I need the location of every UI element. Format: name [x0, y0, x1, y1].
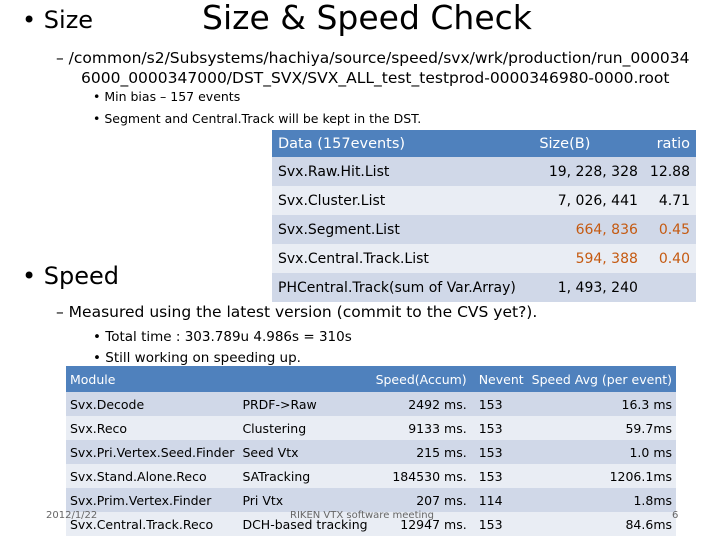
cell-ratio: [643, 273, 696, 302]
cell-ratio: 12.88: [643, 157, 696, 186]
table-row: Svx.Raw.Hit.List 19, 228, 328 12.88: [272, 157, 696, 186]
cell-avg: 59.7ms: [527, 416, 677, 440]
table-row: Svx.Pri.Vertex.Seed.Finder Seed Vtx 215 …: [66, 440, 677, 464]
speed-table: Module Speed(Accum) Nevent Speed Avg (pe…: [66, 366, 677, 536]
cell-size: 664, 836: [525, 215, 644, 244]
cell-name: Svx.Cluster.List: [272, 186, 526, 215]
cell-nevent: 153: [470, 464, 528, 488]
bullet-speed: • Speed: [22, 262, 120, 290]
cell-avg: 84.6ms: [527, 512, 677, 536]
bullet-size: • Size: [22, 6, 94, 34]
header-description: [238, 366, 372, 392]
cell-nevent: 153: [470, 416, 528, 440]
cell-module: Svx.Reco: [66, 416, 239, 440]
cell-ratio: 4.71: [643, 186, 696, 215]
cell-module: Svx.Pri.Vertex.Seed.Finder: [66, 440, 239, 464]
cell-ratio: 0.45: [643, 215, 696, 244]
cell-nevent: 153: [470, 392, 528, 416]
cell-description: DCH-based tracking: [238, 512, 372, 536]
sub-bullet-segment: • Segment and Central.Track will be kept…: [93, 111, 422, 126]
table-row: Svx.Prim.Vertex.Finder Pri Vtx 207 ms. 1…: [66, 488, 677, 512]
cell-speed: 207 ms.: [371, 488, 471, 512]
cell-ratio: 0.40: [643, 244, 696, 273]
header-size: Size(B): [525, 130, 644, 157]
cell-nevent: 153: [470, 440, 528, 464]
total-time: • Total time : 303.789u 4.986s = 310s: [93, 329, 352, 345]
cell-nevent: 153: [470, 512, 528, 536]
size-table-header: Data (157events) Size(B) ratio: [272, 130, 696, 157]
cell-name: Svx.Raw.Hit.List: [272, 157, 526, 186]
file-path-line1: – /common/s2/Subsystems/hachiya/source/s…: [56, 49, 690, 67]
table-row: PHCentral.Track(sum of Var.Array) 1, 493…: [272, 273, 696, 302]
still-working: • Still working on speeding up.: [93, 350, 301, 366]
cell-size: 7, 026, 441: [525, 186, 644, 215]
cell-speed: 215 ms.: [371, 440, 471, 464]
cell-size: 1, 493, 240: [525, 273, 644, 302]
size-table: Data (157events) Size(B) ratio Svx.Raw.H…: [272, 130, 696, 302]
sub-bullet-min-bias: • Min bias – 157 events: [93, 89, 241, 104]
cell-name: Svx.Central.Track.List: [272, 244, 526, 273]
cell-speed: 2492 ms.: [371, 392, 471, 416]
table-row: Svx.Stand.Alone.Reco SATracking 184530 m…: [66, 464, 677, 488]
table-row: Svx.Central.Track.List 594, 388 0.40: [272, 244, 696, 273]
cell-module: Svx.Prim.Vertex.Finder: [66, 488, 239, 512]
cell-avg: 1.8ms: [527, 488, 677, 512]
page-number: 6: [672, 510, 679, 521]
cell-size: 594, 388: [525, 244, 644, 273]
cell-avg: 1206.1ms: [527, 464, 677, 488]
header-ratio: ratio: [643, 130, 696, 157]
header-speed-accum: Speed(Accum): [371, 366, 471, 392]
speed-table-header: Module Speed(Accum) Nevent Speed Avg (pe…: [66, 366, 677, 392]
cell-size: 19, 228, 328: [525, 157, 644, 186]
footer-center: RIKEN VTX software meeting: [290, 510, 434, 521]
footer-date: 2012/1/22: [46, 510, 98, 521]
cell-name: PHCentral.Track(sum of Var.Array): [272, 273, 526, 302]
cell-nevent: 114: [470, 488, 528, 512]
header-speed-avg: Speed Avg (per event): [527, 366, 677, 392]
slide-title: Size & Speed Check: [202, 0, 532, 37]
cell-avg: 1.0 ms: [527, 440, 677, 464]
header-nevent: Nevent: [470, 366, 528, 392]
table-row: Svx.Reco Clustering 9133 ms. 153 59.7ms: [66, 416, 677, 440]
table-row: Svx.Decode PRDF->Raw 2492 ms. 153 16.3 m…: [66, 392, 677, 416]
cell-module: Svx.Central.Track.Reco: [66, 512, 239, 536]
measured-note: – Measured using the latest version (com…: [56, 303, 538, 321]
cell-speed: 9133 ms.: [371, 416, 471, 440]
table-row: Svx.Cluster.List 7, 026, 441 4.71: [272, 186, 696, 215]
cell-name: Svx.Segment.List: [272, 215, 526, 244]
cell-description: Pri Vtx: [238, 488, 372, 512]
table-row: Svx.Central.Track.Reco DCH-based trackin…: [66, 512, 677, 536]
cell-avg: 16.3 ms: [527, 392, 677, 416]
cell-speed: 12947 ms.: [371, 512, 471, 536]
cell-description: PRDF->Raw: [238, 392, 372, 416]
cell-speed: 184530 ms.: [371, 464, 471, 488]
table-row: Svx.Segment.List 664, 836 0.45: [272, 215, 696, 244]
header-module: Module: [66, 366, 239, 392]
cell-description: Clustering: [238, 416, 372, 440]
cell-module: Svx.Decode: [66, 392, 239, 416]
file-path-line2: 6000_0000347000/DST_SVX/SVX_ALL_test_tes…: [81, 69, 670, 87]
cell-description: SATracking: [238, 464, 372, 488]
cell-description: Seed Vtx: [238, 440, 372, 464]
cell-module: Svx.Stand.Alone.Reco: [66, 464, 239, 488]
header-data: Data (157events): [272, 130, 526, 157]
